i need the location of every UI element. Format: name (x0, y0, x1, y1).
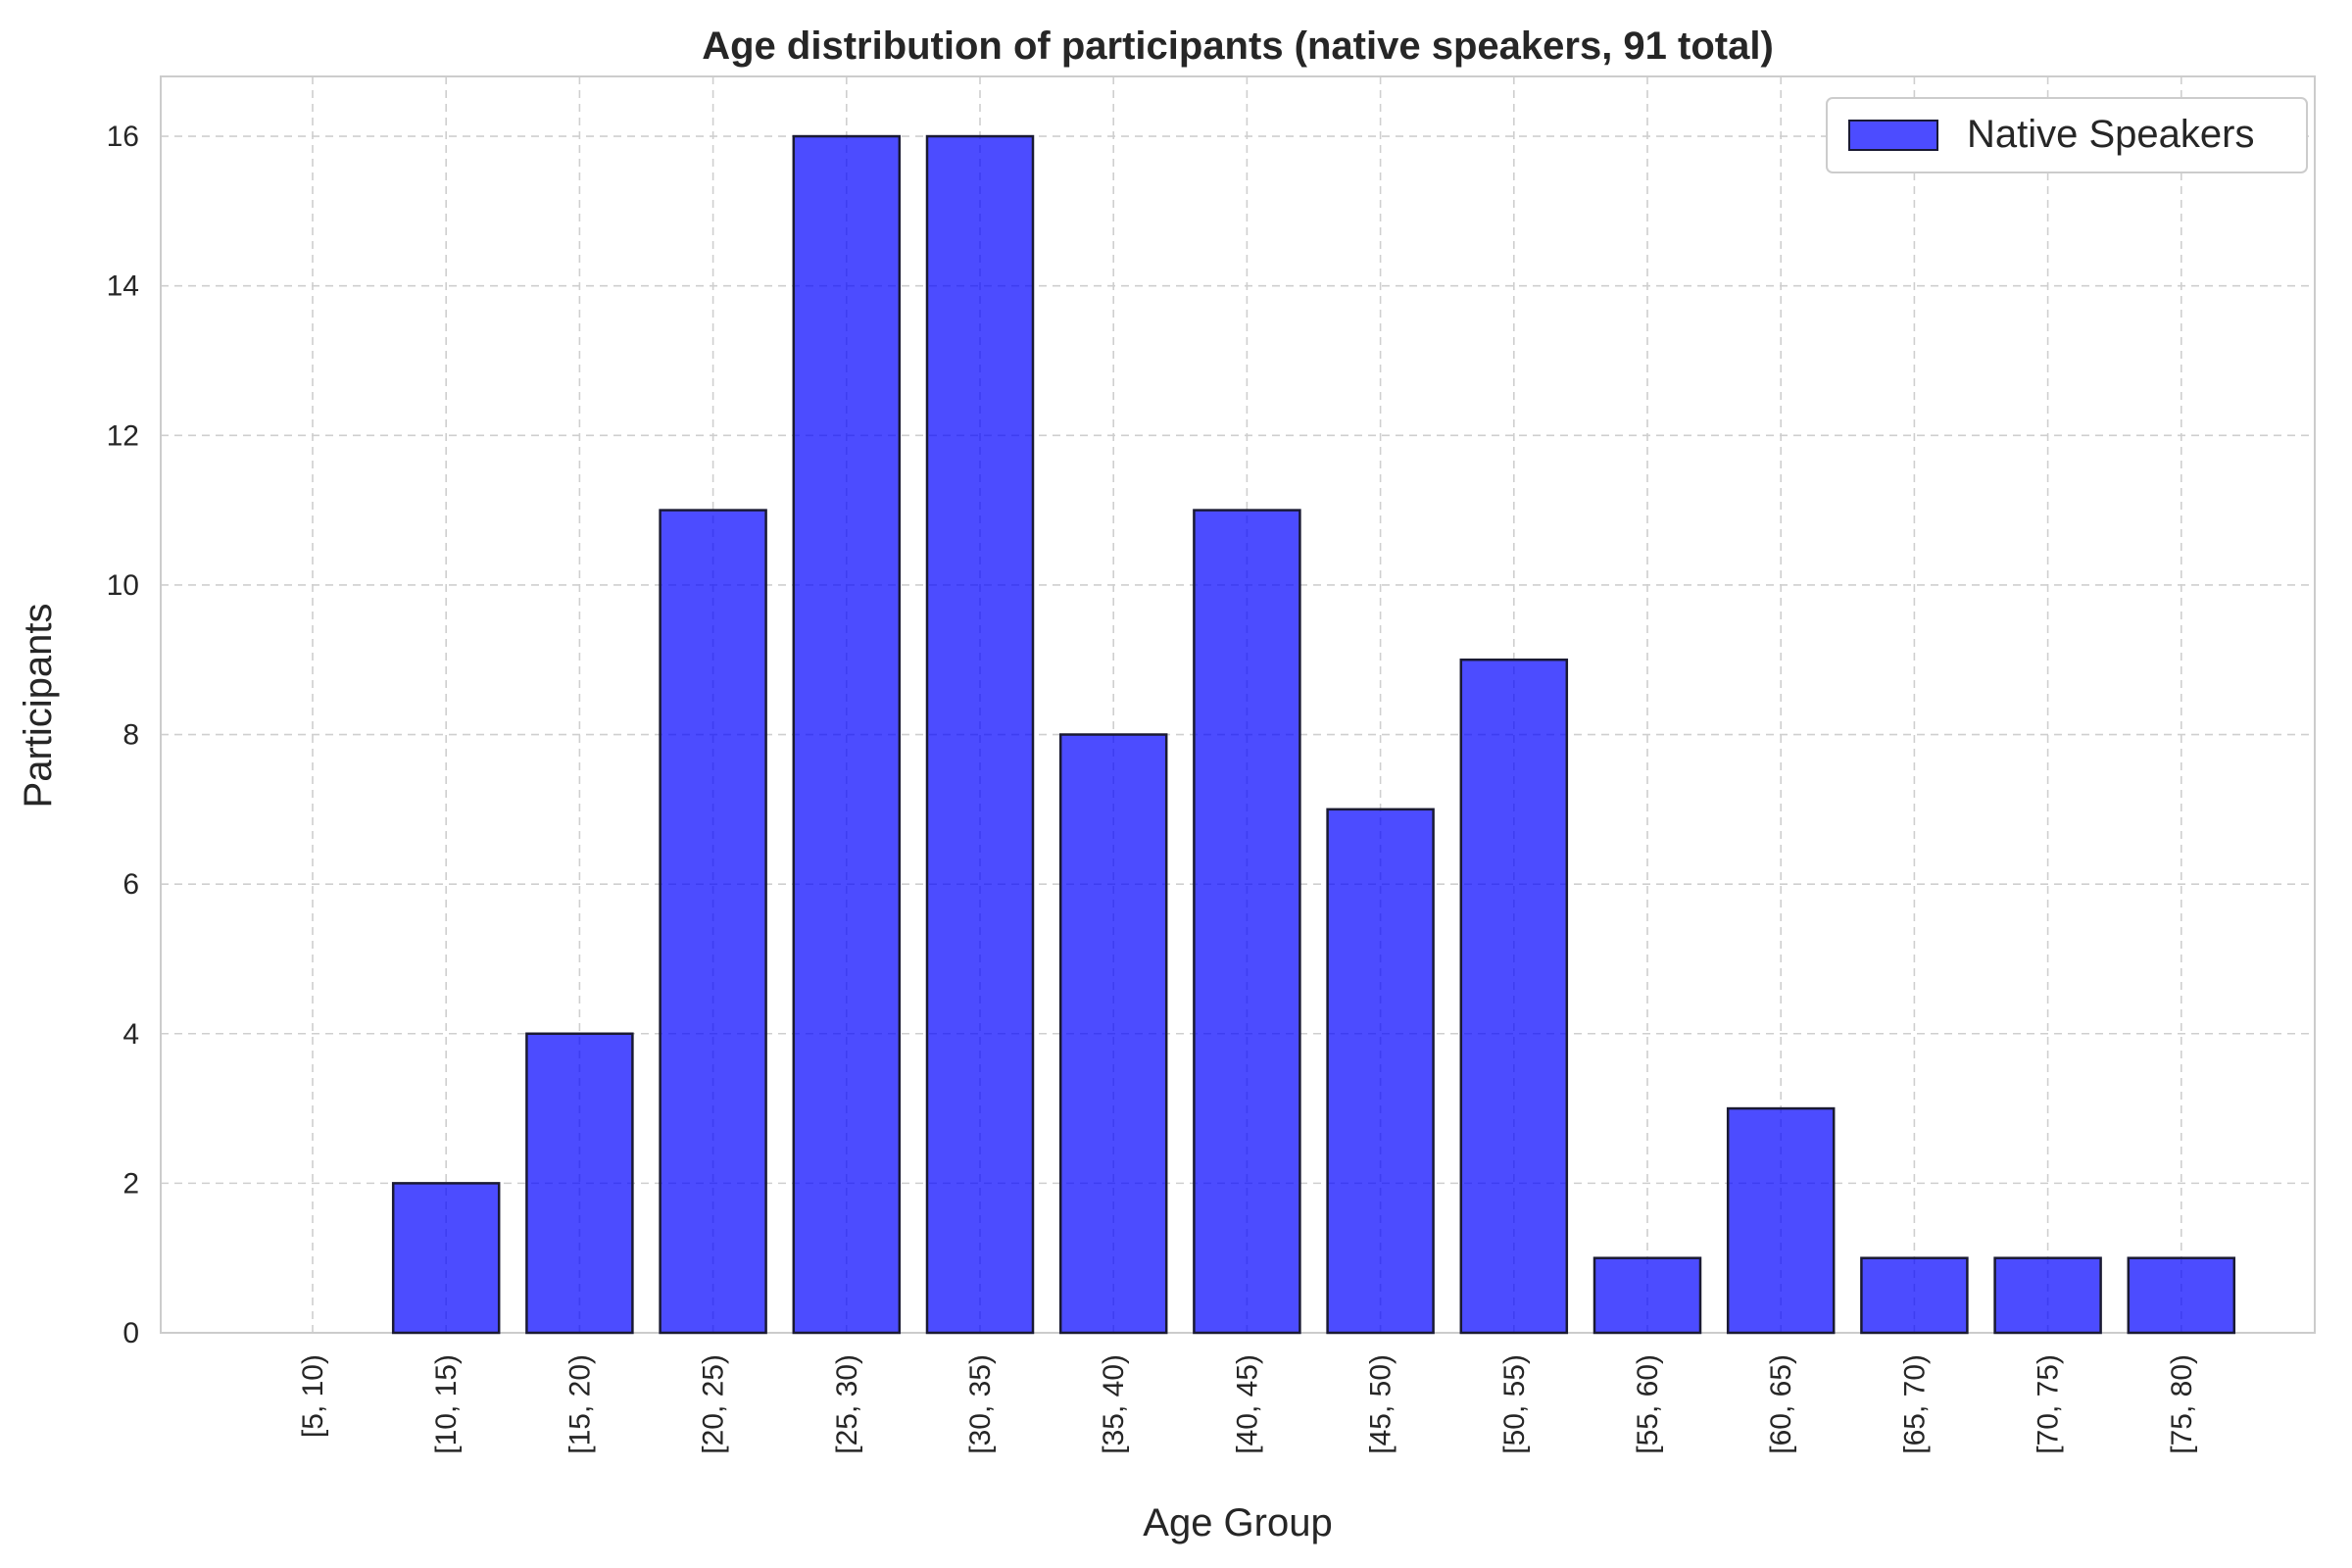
x-tick-label: [35, 40) (1098, 1354, 1130, 1454)
y-tick-label: 16 (107, 121, 139, 153)
y-tick-label: 8 (122, 719, 139, 752)
legend-swatch (1848, 120, 1938, 151)
bar (1459, 658, 1569, 1335)
y-tick-label: 14 (107, 270, 139, 303)
x-axis-label: Age Group (1143, 1501, 1332, 1544)
bar (659, 509, 767, 1335)
y-tick-label: 0 (122, 1317, 139, 1349)
bar (1058, 733, 1168, 1335)
x-tick-label: [45, 50) (1365, 1354, 1397, 1454)
x-tick-labels: [5, 10) [10, 15) [15, 20) [20, 25) [25, 30) [… (297, 1354, 2198, 1454)
x-tick-label: [40, 45) (1231, 1354, 1263, 1454)
x-tick-label: [60, 65) (1765, 1354, 1797, 1454)
x-tick-label: [65, 70) (1898, 1354, 1931, 1454)
bar (1592, 1256, 1702, 1335)
bar (1326, 808, 1435, 1335)
y-tick-label: 6 (122, 868, 139, 901)
x-tick-label: [20, 25) (698, 1354, 730, 1454)
chart-title: Age distribution of participants (native… (702, 24, 1774, 68)
bars (391, 134, 2236, 1335)
x-tick-label: [15, 20) (564, 1354, 596, 1454)
x-tick-label: [30, 35) (964, 1354, 997, 1454)
bar (1726, 1106, 1836, 1335)
legend-label: Native Speakers (1967, 113, 2254, 156)
bar (391, 1182, 501, 1335)
bar (525, 1032, 634, 1335)
legend-frame (1826, 97, 2308, 173)
x-tick-label: [70, 75) (2033, 1354, 2065, 1454)
bar (792, 134, 902, 1335)
y-axis-label: Participants (17, 604, 60, 808)
bar (2127, 1256, 2236, 1335)
legend: Native Speakers (1826, 97, 2308, 173)
x-tick-label: [5, 10) (297, 1354, 329, 1438)
bar (925, 134, 1035, 1335)
bar (1993, 1256, 2102, 1335)
y-tick-label: 2 (122, 1167, 139, 1200)
x-tick-label: [75, 80) (2166, 1354, 2198, 1454)
x-tick-label: [50, 55) (1498, 1354, 1531, 1454)
bar (1860, 1256, 1969, 1335)
y-tick-label: 4 (122, 1018, 139, 1051)
x-tick-label: [25, 30) (831, 1354, 863, 1454)
y-tick-label: 10 (107, 569, 139, 602)
x-tick-label: [55, 60) (1632, 1354, 1664, 1454)
y-tick-label: 12 (107, 419, 139, 452)
x-tick-label: [10, 15) (430, 1354, 463, 1454)
bar (1193, 509, 1301, 1335)
y-tick-labels: 0 2 4 6 8 10 12 14 16 (107, 121, 139, 1349)
